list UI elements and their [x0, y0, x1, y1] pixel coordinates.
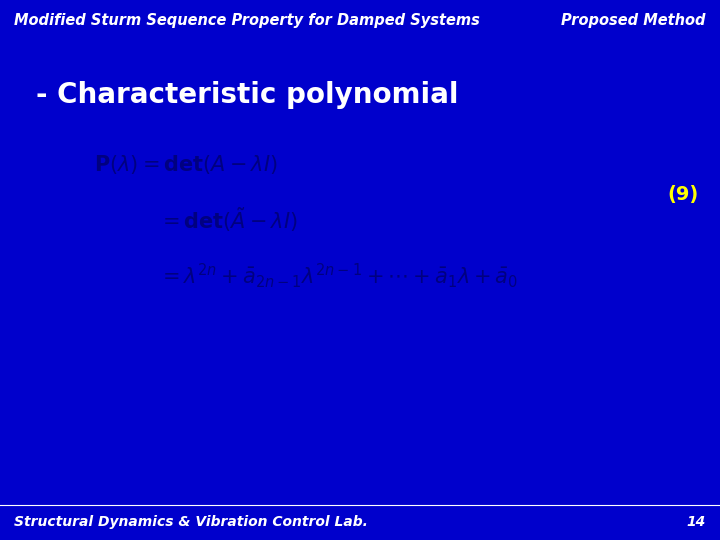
Text: 14: 14 [686, 516, 706, 529]
Text: Modified Sturm Sequence Property for Damped Systems: Modified Sturm Sequence Property for Dam… [14, 12, 480, 28]
Text: $\mathbf{P}(\lambda) = \mathbf{det}(A - \lambda I)$: $\mathbf{P}(\lambda) = \mathbf{det}(A - … [94, 153, 277, 176]
Text: $= \mathbf{det}(\tilde{A} - \lambda I)$: $= \mathbf{det}(\tilde{A} - \lambda I)$ [158, 205, 298, 234]
Text: (9): (9) [667, 185, 698, 204]
Text: - Characteristic polynomial: - Characteristic polynomial [36, 81, 459, 109]
Text: Structural Dynamics & Vibration Control Lab.: Structural Dynamics & Vibration Control … [14, 516, 368, 529]
Text: Proposed Method: Proposed Method [561, 12, 706, 28]
Text: $= \lambda^{2n} + \bar{a}_{2n-1}\lambda^{2n-1} + \cdots + \bar{a}_1\lambda + \ba: $= \lambda^{2n} + \bar{a}_{2n-1}\lambda^… [158, 261, 519, 289]
